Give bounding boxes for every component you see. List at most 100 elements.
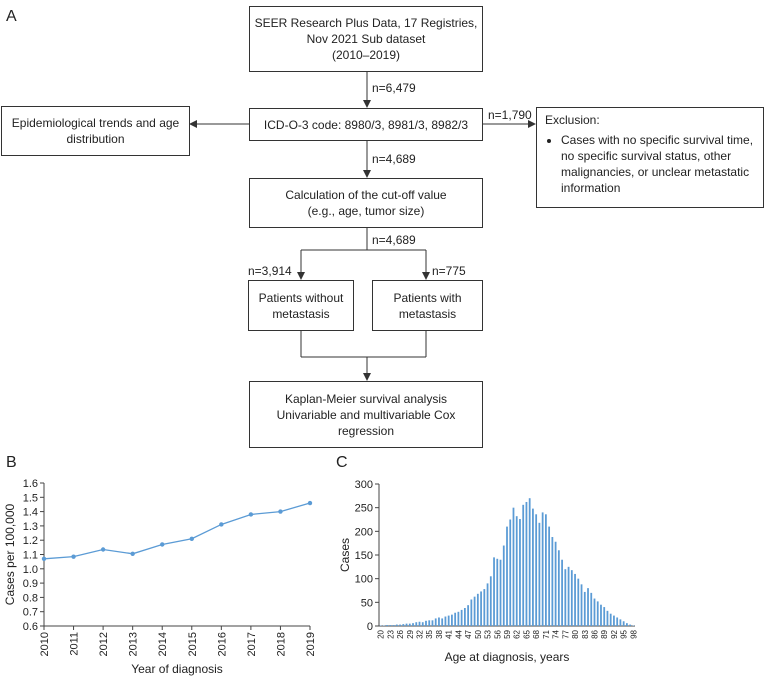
histogram-bar [515,516,518,626]
histogram-bar [496,558,499,626]
histogram-bar [457,611,460,626]
panel-c-label: C [336,454,348,471]
x-tick-label: 38 [435,629,444,638]
histogram-bar [399,624,401,626]
histogram-bar [619,619,622,626]
exclusion-title: Exclusion: [545,113,600,127]
met-box: Patients with metastasis [372,280,483,331]
n-met-label: n=775 [432,264,466,278]
y-tick-label: 100 [355,574,373,586]
x-tick-label: 29 [406,629,415,638]
epi-line-1: Epidemiological trends and age [11,116,180,130]
histogram-bar [431,620,434,626]
histogram-bar [593,598,596,626]
x-tick-label: 44 [454,629,463,638]
x-tick-label: 2013 [128,632,140,656]
histogram-bar [463,608,466,626]
histogram-bar [548,526,551,626]
histogram-bar [574,573,576,626]
data-point [100,547,106,552]
histogram-bar [444,616,447,626]
histogram-bar [590,592,593,626]
km-line-3: regression [337,423,395,438]
epi-box: Epidemiological trends and age distribut… [1,106,190,156]
data-point [219,522,224,527]
histogram-bar [519,519,521,626]
histogram-bar [389,625,392,626]
icd-box: ICD-O-3 code: 8980/3, 8981/3, 8982/3 [249,108,483,141]
exclusion-box: Exclusion: Cases with no specific surviv… [536,107,764,208]
y-tick-label: 150 [355,550,373,562]
x-tick-label: 62 [513,629,522,638]
x-tick-label: 68 [532,629,541,638]
n-source-label: n=6,479 [372,81,416,95]
x-tick-label: 56 [493,629,502,638]
histogram-bar [451,614,453,626]
histogram-bar [392,625,395,626]
histogram-bar [538,522,541,626]
panel-a-label: A [6,8,17,25]
y-tick-label: 1.1 [23,550,38,562]
km-line-2: Univariable and multivariable Cox [276,407,456,422]
km-box: Kaplan-Meier survival analysis Univariab… [249,381,483,448]
x-tick-label: 26 [396,629,405,638]
x-tick-label: 92 [610,629,619,638]
x-tick-label: 74 [552,629,561,638]
y-tick-label: 0.8 [23,592,38,604]
y-tick-label: 1.2 [23,535,38,547]
y-tick-label: 1.3 [23,521,38,533]
no-met-line-1: Patients without [258,290,344,305]
histogram-bar [405,623,408,626]
x-tick-label: 35 [425,629,434,638]
data-point [278,509,283,514]
histogram-bar [473,596,476,626]
x-axis-title: Year of diagnosis [131,662,223,676]
histogram-bar [606,610,609,626]
histogram-bar [544,514,547,626]
histogram-bar [509,519,512,626]
histogram-bar [499,559,502,626]
histogram-bar [626,623,628,626]
y-tick-label: 1.6 [23,478,38,490]
source-line-3: (2010–2019) [331,48,401,62]
histogram-bar [557,550,560,626]
histogram-bar [412,623,414,626]
x-tick-label: 20 [377,629,386,638]
x-tick-label: 89 [600,629,609,638]
histogram-bar [622,621,625,626]
exclusion-line-4: information [561,181,621,195]
histogram-bar [489,576,492,626]
y-tick-label: 0.9 [23,578,38,590]
histogram-bar [454,612,457,626]
histogram-bar [486,583,489,626]
histogram-bar [415,622,418,626]
histogram-bar [532,508,534,626]
histogram-bar [577,578,580,626]
histogram-bar [428,620,431,626]
data-point [248,512,254,517]
no-met-line-2: metastasis [272,306,330,321]
x-tick-label: 2010 [39,632,51,656]
histogram-bar [603,607,606,626]
exclusion-list: Cases with no specific survival time, no… [545,132,753,196]
y-tick-label: 50 [361,597,373,609]
x-tick-label: 50 [474,629,483,638]
histogram-bar [493,557,495,626]
met-line-2: metastasis [398,306,457,321]
epi-line-2: distribution [66,132,125,146]
histogram-bar [522,504,525,626]
histogram-bar [551,537,554,626]
series-line [43,502,311,560]
x-axis-title: Age at diagnosis, years [445,650,570,664]
histogram-bar [613,615,615,626]
x-tick-label: 86 [590,629,599,638]
y-axis-title: Cases [338,538,352,572]
histogram-bar [438,617,440,626]
histogram-bar [600,604,602,626]
histogram-bar [512,507,515,626]
data-point [71,554,76,559]
histogram-bar [460,609,463,626]
cutoff-line-1: Calculation of the cut-off value [285,188,447,202]
histogram-bar [480,591,482,626]
